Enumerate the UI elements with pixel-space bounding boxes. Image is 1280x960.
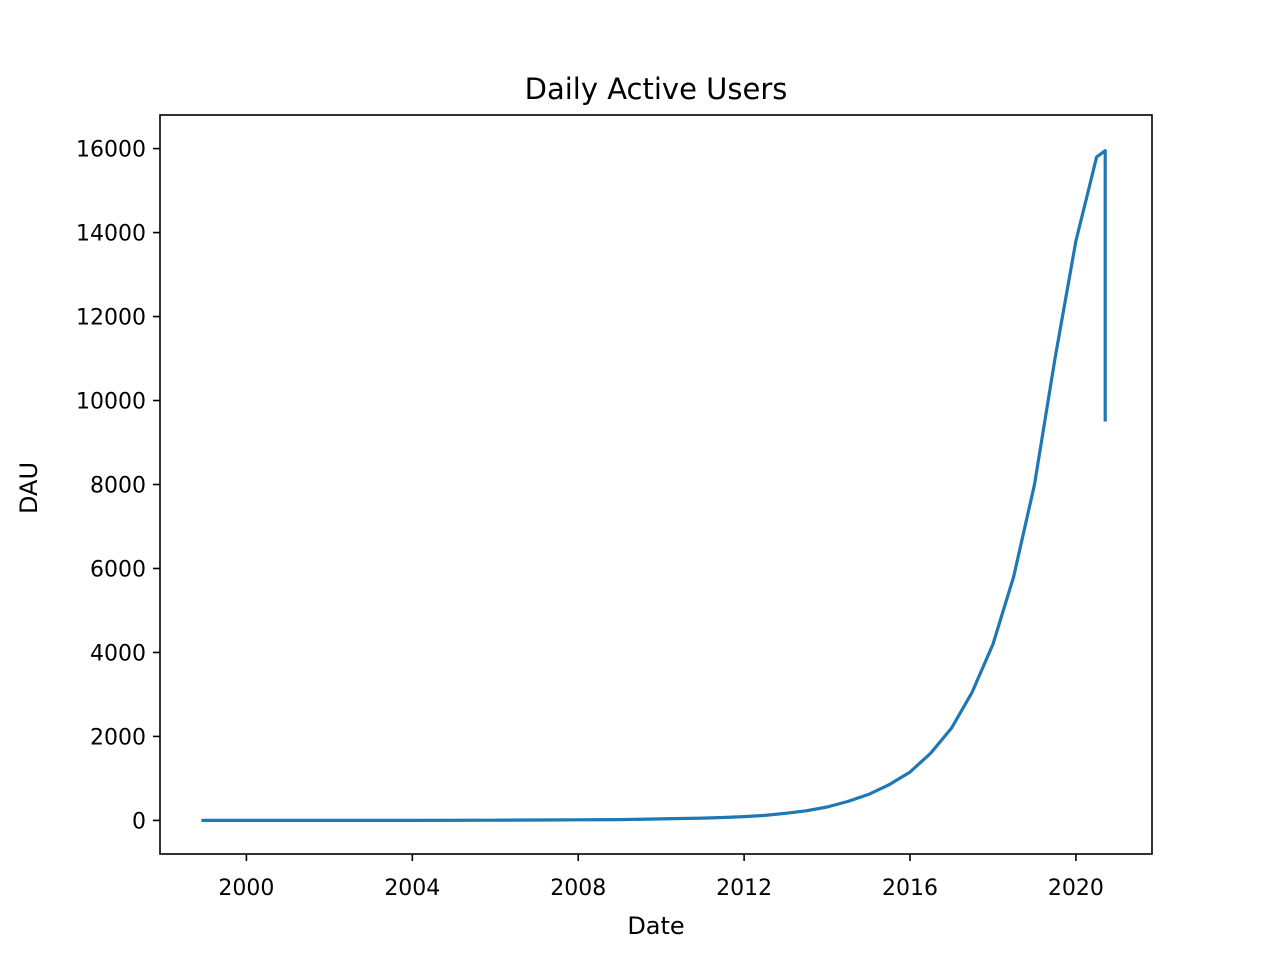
series-lines — [201, 149, 1107, 823]
x-tick-label: 2020 — [1048, 876, 1104, 901]
y-tick-label: 16000 — [76, 138, 146, 163]
x-tick-label: 2004 — [384, 876, 440, 901]
y-tick-label: 2000 — [90, 725, 146, 750]
y-axis-label: DAU — [15, 462, 43, 514]
x-tick-label: 2008 — [550, 876, 606, 901]
y-tick-label: 10000 — [76, 390, 146, 415]
y-tick-label: 14000 — [76, 222, 146, 247]
y-tick-label: 12000 — [76, 306, 146, 331]
y-tick-label: 0 — [132, 809, 146, 834]
series-line — [201, 149, 1107, 823]
y-tick-label: 4000 — [90, 641, 146, 666]
chart-title: Daily Active Users — [525, 72, 788, 106]
plot-frame — [159, 114, 1153, 855]
y-tick-label: 6000 — [90, 557, 146, 582]
y-axis: 0 2000 4000 6000 8000 10000 12000 14000 16000 — [76, 138, 160, 834]
y-tick-label: 8000 — [90, 474, 146, 499]
x-tick-label: 2012 — [716, 876, 772, 901]
x-tick-label: 2016 — [882, 876, 938, 901]
x-tick-label: 2000 — [218, 876, 274, 901]
x-axis-label: Date — [627, 912, 684, 940]
x-axis: 2000 2004 2008 2012 2016 2020 — [218, 854, 1104, 901]
